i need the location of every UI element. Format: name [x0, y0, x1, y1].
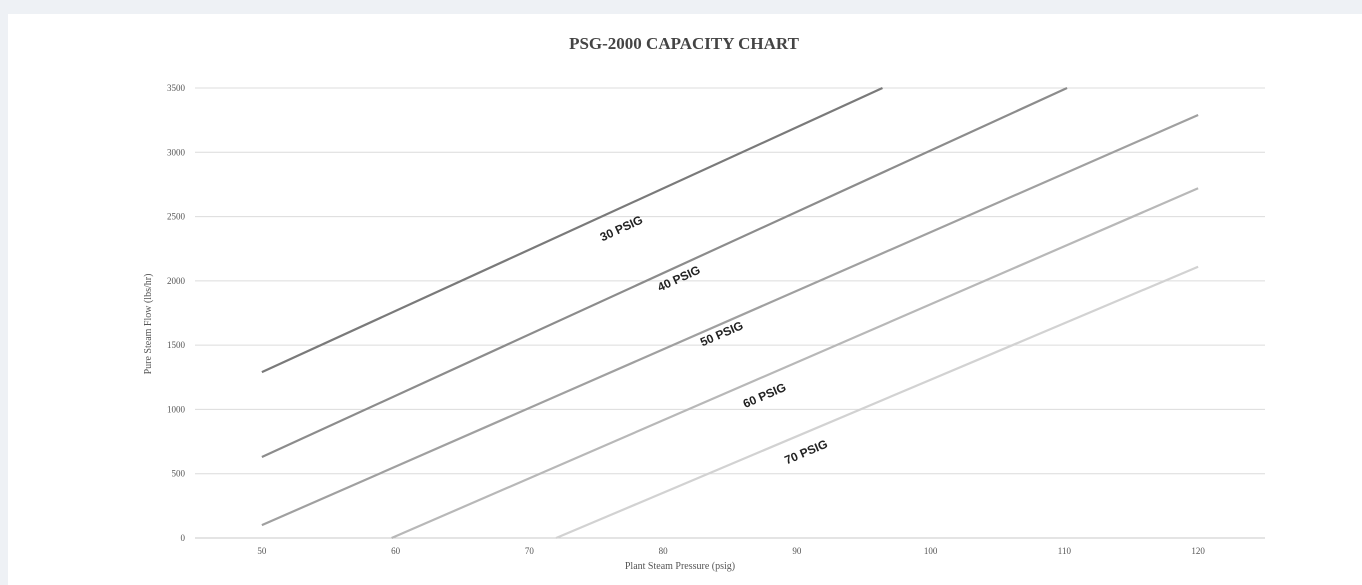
series-line-70-psig [555, 265, 1199, 540]
y-tick-label-3000: 3000 [167, 147, 186, 157]
y-tick-label-1000: 1000 [167, 404, 186, 414]
series-line-40-psig [261, 87, 1068, 458]
x-tick-labels: 50 60 70 80 90 100 110 120 [257, 546, 1205, 556]
series-line-60-psig [391, 187, 1199, 540]
x-tick-label-80: 80 [659, 546, 669, 556]
x-tick-label-120: 120 [1191, 546, 1205, 556]
series-lines [261, 86, 1199, 540]
y-tick-label-500: 500 [172, 469, 186, 479]
series-line-50-psig [261, 113, 1199, 527]
series-label-40-psig: 40 PSIG [655, 263, 702, 295]
y-tick-label-2500: 2500 [167, 212, 186, 222]
y-tick-label-0: 0 [181, 533, 186, 543]
chart-title: PSG-2000 CAPACITY CHART [569, 34, 800, 53]
x-tick-label-70: 70 [525, 546, 535, 556]
x-tick-label-50: 50 [257, 546, 267, 556]
y-tick-label-1500: 1500 [167, 340, 186, 350]
series-label-30-psig: 30 PSIG [598, 213, 645, 245]
capacity-chart: PSG-2000 CAPACITY CHART 0 500 1000 1500 2000… [143, 34, 1265, 572]
series-line-30-psig [261, 86, 883, 374]
y-tick-labels: 0 500 1000 1500 2000 2500 3000 3500 [167, 83, 186, 543]
x-tick-label-100: 100 [924, 546, 938, 556]
series-label-70-psig: 70 PSIG [782, 437, 829, 468]
x-tick-label-110: 110 [1058, 546, 1072, 556]
chart-panel: PSG-2000 CAPACITY CHART 0 500 1000 1500 2000… [8, 14, 1362, 585]
grid-lines [195, 87, 1265, 539]
y-axis-label: Pure Steam Flow (lbs/hr) [143, 274, 154, 375]
x-axis-label: Plant Steam Pressure (psig) [625, 561, 735, 572]
y-tick-label-2000: 2000 [167, 276, 186, 286]
y-tick-label-3500: 3500 [167, 83, 186, 93]
x-tick-label-90: 90 [792, 546, 802, 556]
x-tick-label-60: 60 [391, 546, 401, 556]
